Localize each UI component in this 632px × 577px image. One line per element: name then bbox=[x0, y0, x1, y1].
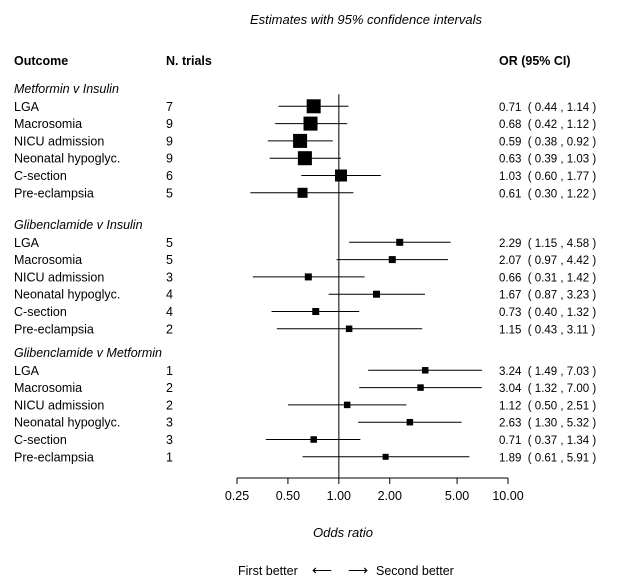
or-ci-text: 0.63 ( 0.39 , 1.03 ) bbox=[499, 154, 596, 166]
point-estimate bbox=[396, 238, 404, 246]
x-tick-label: 2.00 bbox=[378, 489, 402, 503]
point-estimate bbox=[382, 453, 389, 460]
or-ci-text: 0.59 ( 0.38 , 0.92 ) bbox=[499, 136, 596, 148]
outcome-label: Pre-eclampsia bbox=[14, 322, 94, 336]
or-ci-text: 3.04 ( 1.32 , 7.00 ) bbox=[499, 383, 596, 395]
trials-count: 2 bbox=[166, 322, 173, 336]
trials-count: 4 bbox=[166, 288, 173, 302]
outcome-label: Neonatal hypoglyc. bbox=[14, 288, 120, 302]
or-ci-text: 2.07 ( 0.97 , 4.42 ) bbox=[499, 255, 596, 267]
trials-count: 3 bbox=[166, 270, 173, 284]
x-tick-label: 1.00 bbox=[327, 489, 351, 503]
x-tick-label: 0.25 bbox=[225, 489, 249, 503]
forest-rows: Metformin v Insulin LGA 7 0.71 ( 0.44 , 1.1… bbox=[14, 82, 596, 464]
or-ci-text: 2.29 ( 1.15 , 4.58 ) bbox=[499, 238, 596, 250]
point-estimate bbox=[304, 273, 312, 281]
point-estimate bbox=[388, 256, 396, 264]
trials-count: 6 bbox=[166, 169, 173, 183]
outcome-label: Pre-eclampsia bbox=[14, 450, 94, 464]
point-estimate bbox=[312, 308, 320, 315]
outcome-label: LGA bbox=[14, 364, 40, 378]
x-tick-label: 5.00 bbox=[445, 489, 469, 503]
direction-left-label: First better bbox=[238, 564, 298, 577]
trials-count: 1 bbox=[166, 364, 173, 378]
trials-count: 5 bbox=[166, 236, 173, 250]
point-estimate bbox=[373, 290, 381, 298]
outcome-label: Macrosomia bbox=[14, 117, 82, 131]
trials-count: 9 bbox=[166, 134, 173, 148]
or-ci-text: 1.67 ( 0.87 , 3.23 ) bbox=[499, 290, 596, 302]
point-estimate bbox=[421, 367, 429, 374]
trials-count: 2 bbox=[166, 381, 173, 395]
point-estimate bbox=[303, 116, 318, 131]
point-estimate bbox=[335, 169, 348, 182]
header-or-ci: OR (95% CI) bbox=[499, 54, 571, 68]
group-title: Metformin v Insulin bbox=[14, 82, 119, 96]
header-outcome: Outcome bbox=[14, 54, 68, 68]
trials-count: 9 bbox=[166, 117, 173, 131]
direction-right-arrow: ⟶ bbox=[348, 562, 368, 577]
outcome-label: Neonatal hypoglyc. bbox=[14, 416, 120, 430]
trials-count: 7 bbox=[166, 100, 173, 114]
or-ci-text: 0.71 ( 0.37 , 1.34 ) bbox=[499, 435, 596, 447]
outcome-label: Neonatal hypoglyc. bbox=[14, 152, 120, 166]
group-title: Glibenclamide v Insulin bbox=[14, 218, 143, 232]
or-ci-text: 1.89 ( 0.61 , 5.91 ) bbox=[499, 452, 596, 464]
or-ci-text: 0.71 ( 0.44 , 1.14 ) bbox=[499, 102, 596, 114]
chart-title: Estimates with 95% confidence intervals bbox=[250, 12, 482, 27]
trials-count: 4 bbox=[166, 305, 173, 319]
outcome-label: Pre-eclampsia bbox=[14, 186, 94, 200]
or-ci-text: 1.15 ( 0.43 , 3.11 ) bbox=[499, 324, 595, 336]
outcome-label: LGA bbox=[14, 236, 40, 250]
point-estimate bbox=[345, 325, 353, 333]
x-tick-label: 0.50 bbox=[276, 489, 300, 503]
outcome-label: Macrosomia bbox=[14, 381, 82, 395]
point-estimate bbox=[417, 384, 424, 391]
outcome-label: NICU admission bbox=[14, 270, 104, 284]
trials-count: 2 bbox=[166, 398, 173, 412]
x-axis: 0.25 0.50 1.00 2.00 5.00 10.00 bbox=[225, 94, 524, 503]
or-ci-text: 0.61 ( 0.30 , 1.22 ) bbox=[499, 188, 596, 200]
outcome-label: NICU admission bbox=[14, 134, 104, 148]
or-ci-text: 0.73 ( 0.40 , 1.32 ) bbox=[499, 307, 596, 319]
point-estimate bbox=[343, 401, 351, 409]
point-estimate bbox=[306, 99, 321, 114]
point-estimate bbox=[297, 187, 308, 198]
point-estimate bbox=[406, 418, 414, 426]
direction-left-arrow: ⟵ bbox=[312, 562, 332, 577]
direction-right-label: Second better bbox=[376, 564, 454, 577]
trials-count: 1 bbox=[166, 450, 173, 464]
outcome-label: C-section bbox=[14, 169, 67, 183]
or-ci-text: 1.03 ( 0.60 , 1.77 ) bbox=[499, 171, 596, 183]
trials-count: 9 bbox=[166, 152, 173, 166]
header-trials: N. trials bbox=[166, 54, 212, 68]
x-axis-label: Odds ratio bbox=[313, 525, 373, 540]
or-ci-text: 0.68 ( 0.42 , 1.12 ) bbox=[499, 119, 596, 131]
trials-count: 3 bbox=[166, 416, 173, 430]
or-ci-text: 3.24 ( 1.49 , 7.03 ) bbox=[499, 366, 596, 378]
outcome-label: NICU admission bbox=[14, 398, 104, 412]
x-tick-label: 10.00 bbox=[492, 489, 523, 503]
or-ci-text: 2.63 ( 1.30 , 5.32 ) bbox=[499, 418, 596, 430]
point-estimate bbox=[293, 133, 308, 148]
trials-count: 5 bbox=[166, 186, 173, 200]
point-estimate bbox=[310, 436, 317, 443]
outcome-label: C-section bbox=[14, 305, 67, 319]
trials-count: 5 bbox=[166, 253, 173, 267]
outcome-label: Macrosomia bbox=[14, 253, 82, 267]
or-ci-text: 0.66 ( 0.31 , 1.42 ) bbox=[499, 272, 596, 284]
group-title: Glibenclamide v Metformin bbox=[14, 346, 162, 360]
trials-count: 3 bbox=[166, 433, 173, 447]
or-ci-text: 1.12 ( 0.50 , 2.51 ) bbox=[499, 400, 596, 412]
outcome-label: C-section bbox=[14, 433, 67, 447]
point-estimate bbox=[297, 151, 312, 166]
outcome-label: LGA bbox=[14, 100, 40, 114]
